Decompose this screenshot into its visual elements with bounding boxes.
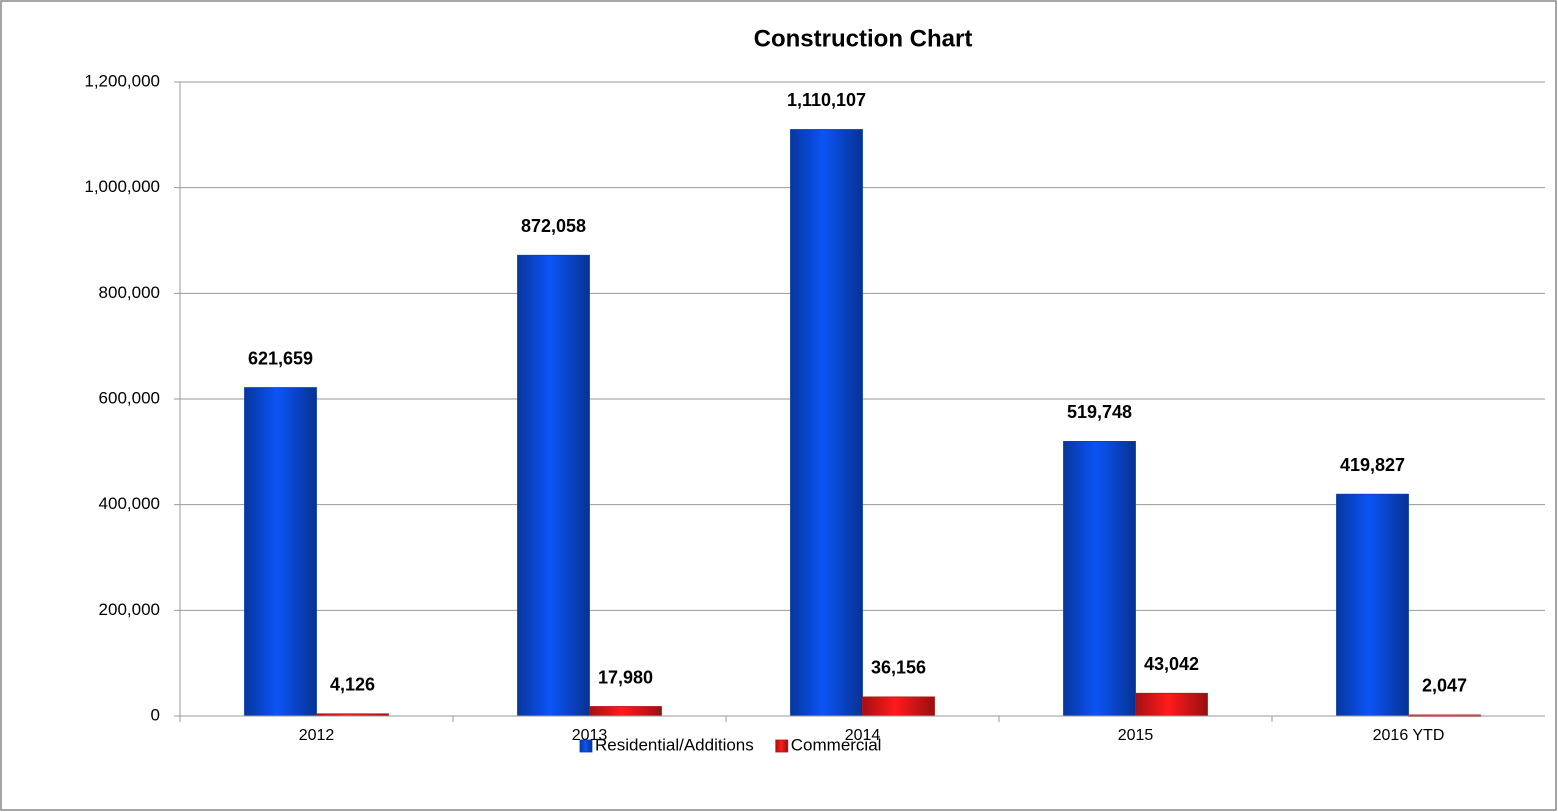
- y-tick-label: 800,000: [99, 283, 160, 302]
- y-tick-label: 1,000,000: [84, 177, 160, 196]
- x-tick-label: 2012: [299, 727, 335, 744]
- value-label: 519,748: [1067, 402, 1132, 422]
- legend-swatch: [579, 739, 593, 753]
- y-tick-label: 0: [151, 705, 160, 724]
- bar: [244, 387, 317, 717]
- bar: [1135, 692, 1208, 717]
- value-label: 43,042: [1144, 654, 1199, 674]
- value-label: 621,659: [248, 348, 313, 368]
- y-tick-label: 400,000: [99, 494, 160, 513]
- bar: [1336, 493, 1409, 717]
- value-label: 36,156: [871, 658, 926, 678]
- bar: [1063, 440, 1136, 717]
- value-label: 17,980: [598, 667, 653, 687]
- chart-title: Construction Chart: [754, 25, 973, 52]
- bar: [517, 254, 590, 717]
- x-tick-label: 2016 YTD: [1373, 727, 1445, 744]
- legend-label: Commercial: [791, 735, 882, 754]
- y-tick-label: 600,000: [99, 388, 160, 407]
- y-tick-label: 200,000: [99, 600, 160, 619]
- x-tick-label: 2015: [1118, 727, 1154, 744]
- value-label: 872,058: [521, 216, 586, 236]
- bar: [862, 696, 935, 717]
- y-tick-label: 1,200,000: [84, 71, 160, 90]
- value-label: 1,110,107: [787, 90, 866, 110]
- legend-swatch: [775, 739, 789, 753]
- x-tick-label: 2014: [845, 727, 881, 744]
- value-label: 419,827: [1340, 455, 1405, 475]
- value-label: 4,126: [330, 675, 375, 695]
- value-label: 2,047: [1422, 676, 1467, 696]
- bar: [790, 129, 863, 717]
- legend-label: Residential/Additions: [595, 735, 754, 754]
- bar: [589, 706, 662, 717]
